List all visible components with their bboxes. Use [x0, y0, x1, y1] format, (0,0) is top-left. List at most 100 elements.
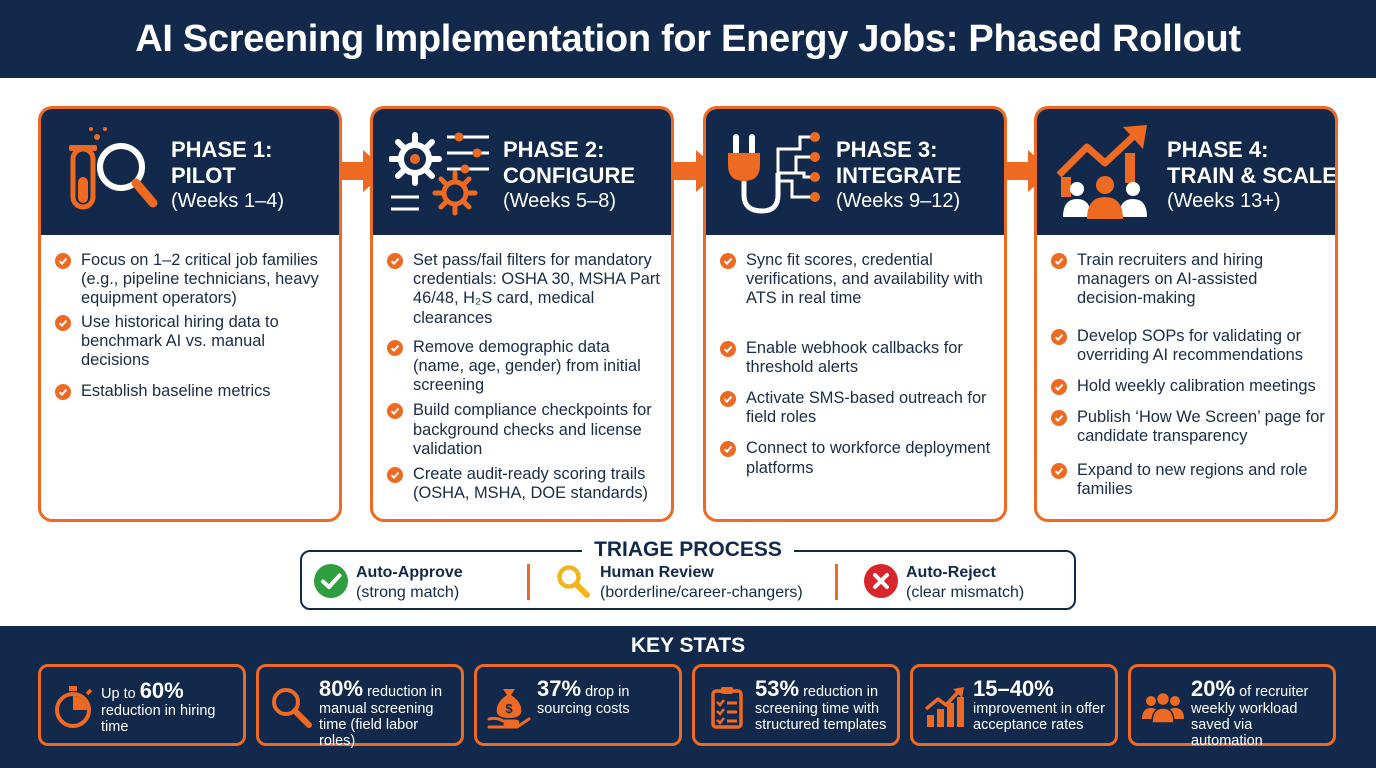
phase-title: PHASE 2: CONFIGURE	[503, 137, 671, 189]
x-circle-icon	[864, 564, 898, 598]
check-icon	[387, 467, 403, 484]
triage-detail: (clear mismatch)	[906, 584, 1025, 601]
page-title: AI Screening Implementation for Energy J…	[135, 17, 1241, 60]
list-item: Develop SOPs for validating or overridin…	[1051, 327, 1327, 365]
phase-card-4: PHASE 4: TRAIN & SCALE (Weeks 13+) Train…	[1034, 106, 1338, 522]
phase-name: CONFIGURE	[503, 163, 635, 188]
stat-suffix: drop in	[581, 684, 630, 700]
list-item-text: Publish ‘How We Screen’ page for candida…	[1077, 408, 1325, 446]
stat-value: 60%	[139, 678, 184, 703]
key-stats-section: KEY STATS Up to 60% reduction in hiring …	[0, 626, 1376, 768]
stat-description: improvement in offer acceptance rates	[973, 701, 1105, 733]
phase-name: TRAIN & SCALE	[1167, 163, 1337, 188]
bar-chart-arrow-icon	[924, 687, 964, 727]
list-item: Remove demographic data (name, age, gend…	[387, 338, 663, 396]
check-icon	[1051, 410, 1067, 427]
list-item: Use historical hiring data to benchmark …	[55, 313, 331, 371]
phase-weeks: (Weeks 13+)	[1167, 190, 1281, 212]
stat-card-3: $ 37% drop in sourcing costs	[474, 664, 682, 746]
list-item: Expand to new regions and role families	[1051, 461, 1327, 499]
list-item: Set pass/fail filters for mandatory cred…	[387, 251, 663, 328]
arrow-right-icon	[341, 150, 387, 192]
check-icon	[1051, 379, 1067, 396]
stat-description: weekly workload saved via automation	[1191, 701, 1298, 749]
phase-list: Focus on 1–2 critical job families (e.g.…	[41, 235, 339, 401]
stat-description: reduction in hiring time	[101, 703, 216, 735]
phase-number: PHASE 4:	[1167, 137, 1269, 162]
stat-value: 20%	[1191, 676, 1236, 701]
phase-list: Set pass/fail filters for mandatory cred…	[373, 235, 671, 503]
phase-name: INTEGRATE	[836, 163, 962, 188]
triage-box: Auto-Approve (strong match) Human Review…	[300, 550, 1076, 610]
stat-text: 37% drop in sourcing costs	[537, 676, 673, 718]
list-item-text: Enable webhook callbacks for threshold a…	[746, 338, 963, 376]
arrow-right-icon	[1006, 150, 1052, 192]
list-item-text: Activate SMS-based outreach for field ro…	[746, 389, 987, 427]
triage-detail: (strong match)	[356, 584, 460, 601]
list-item-text: Expand to new regions and role families	[1077, 460, 1308, 498]
phase-header: PHASE 2: CONFIGURE (Weeks 5–8)	[373, 109, 671, 235]
check-icon	[720, 441, 736, 458]
people-group-icon	[1142, 691, 1184, 724]
magnifier-icon	[272, 688, 312, 728]
stat-text: 20% of recruiter weekly workload saved v…	[1191, 676, 1327, 750]
phase-number: PHASE 2:	[503, 137, 605, 162]
triage-detail: (borderline/career-changers)	[600, 584, 803, 601]
phase-title: PHASE 3: INTEGRATE	[836, 137, 1004, 189]
stat-description: sourcing costs	[537, 701, 630, 717]
check-icon	[1051, 462, 1067, 479]
stat-suffix: reduction in	[799, 684, 879, 700]
title-bar: AI Screening Implementation for Energy J…	[0, 0, 1376, 78]
stat-suffix: reduction in	[363, 684, 443, 700]
list-item: Activate SMS-based outreach for field ro…	[720, 389, 996, 427]
magnifier-icon	[557, 565, 590, 598]
checklist-clipboard-icon	[711, 687, 743, 729]
stopwatch-icon	[55, 686, 93, 728]
list-item: Hold weekly calibration meetings	[1051, 377, 1327, 396]
stat-card-2: 80% reduction in manual screening time (…	[256, 664, 464, 749]
stat-text: Up to 60% reduction in hiring time	[101, 678, 237, 736]
list-item-text: Connect to workforce deployment platform…	[746, 439, 991, 477]
stat-suffix: of recruiter	[1235, 684, 1309, 700]
stat-value: 37%	[537, 676, 582, 701]
check-icon	[55, 314, 71, 331]
check-icon	[387, 253, 403, 269]
check-icon	[387, 403, 403, 420]
check-icon	[720, 340, 736, 357]
triage-divider	[527, 564, 530, 600]
phase-number: PHASE 3:	[836, 137, 938, 162]
list-item: Publish ‘How We Screen’ page for candida…	[1051, 408, 1327, 446]
list-item-text: Develop SOPs for validating or overridin…	[1077, 326, 1303, 364]
triage-label: Auto-Reject	[906, 564, 996, 581]
phase-number: PHASE 1:	[171, 137, 273, 162]
check-icon	[720, 391, 736, 408]
list-item: Train recruiters and hiring managers on …	[1051, 251, 1327, 309]
list-item-text: Focus on 1–2 critical job families (e.g.…	[81, 251, 319, 308]
stat-value: 15–40%	[973, 676, 1054, 701]
stat-description: screening time with structured templates	[755, 701, 887, 733]
phase-card-1: PHASE 1: PILOT (Weeks 1–4) Focus on 1–2 …	[38, 106, 342, 522]
arrow-right-icon	[674, 150, 720, 192]
triage-title: TRIAGE PROCESS	[0, 538, 1376, 562]
list-item: Establish baseline metrics	[55, 382, 331, 401]
phase-card-2: PHASE 2: CONFIGURE (Weeks 5–8) Set pass/…	[370, 106, 674, 522]
list-item-text: Set pass/fail filters for mandatory cred…	[413, 251, 660, 327]
phase-list: Train recruiters and hiring managers on …	[1037, 235, 1335, 499]
check-icon	[55, 253, 71, 269]
list-item: Build compliance checkpoints for backgro…	[387, 401, 663, 459]
phase-card-3: PHASE 3: INTEGRATE (Weeks 9–12) Sync fit…	[703, 106, 1007, 522]
money-bag-hand-icon: $	[487, 689, 531, 729]
phase-header: PHASE 1: PILOT (Weeks 1–4)	[41, 109, 339, 235]
gears-sliders-icon	[389, 132, 489, 216]
list-item-text: Use historical hiring data to benchmark …	[81, 312, 279, 370]
stat-value: 53%	[755, 676, 800, 701]
triage-label: Auto-Approve	[356, 564, 463, 581]
list-item-text: Hold weekly calibration meetings	[1077, 377, 1316, 396]
triage-title-text: TRIAGE PROCESS	[582, 538, 794, 561]
list-item-text: Establish baseline metrics	[81, 382, 271, 401]
check-icon	[387, 339, 403, 356]
check-circle-icon	[314, 564, 348, 598]
list-item-text: Remove demographic data (name, age, gend…	[413, 337, 641, 395]
stat-text: 53% reduction in screening time with str…	[755, 676, 891, 734]
stat-card-6: 20% of recruiter weekly workload saved v…	[1128, 664, 1336, 750]
